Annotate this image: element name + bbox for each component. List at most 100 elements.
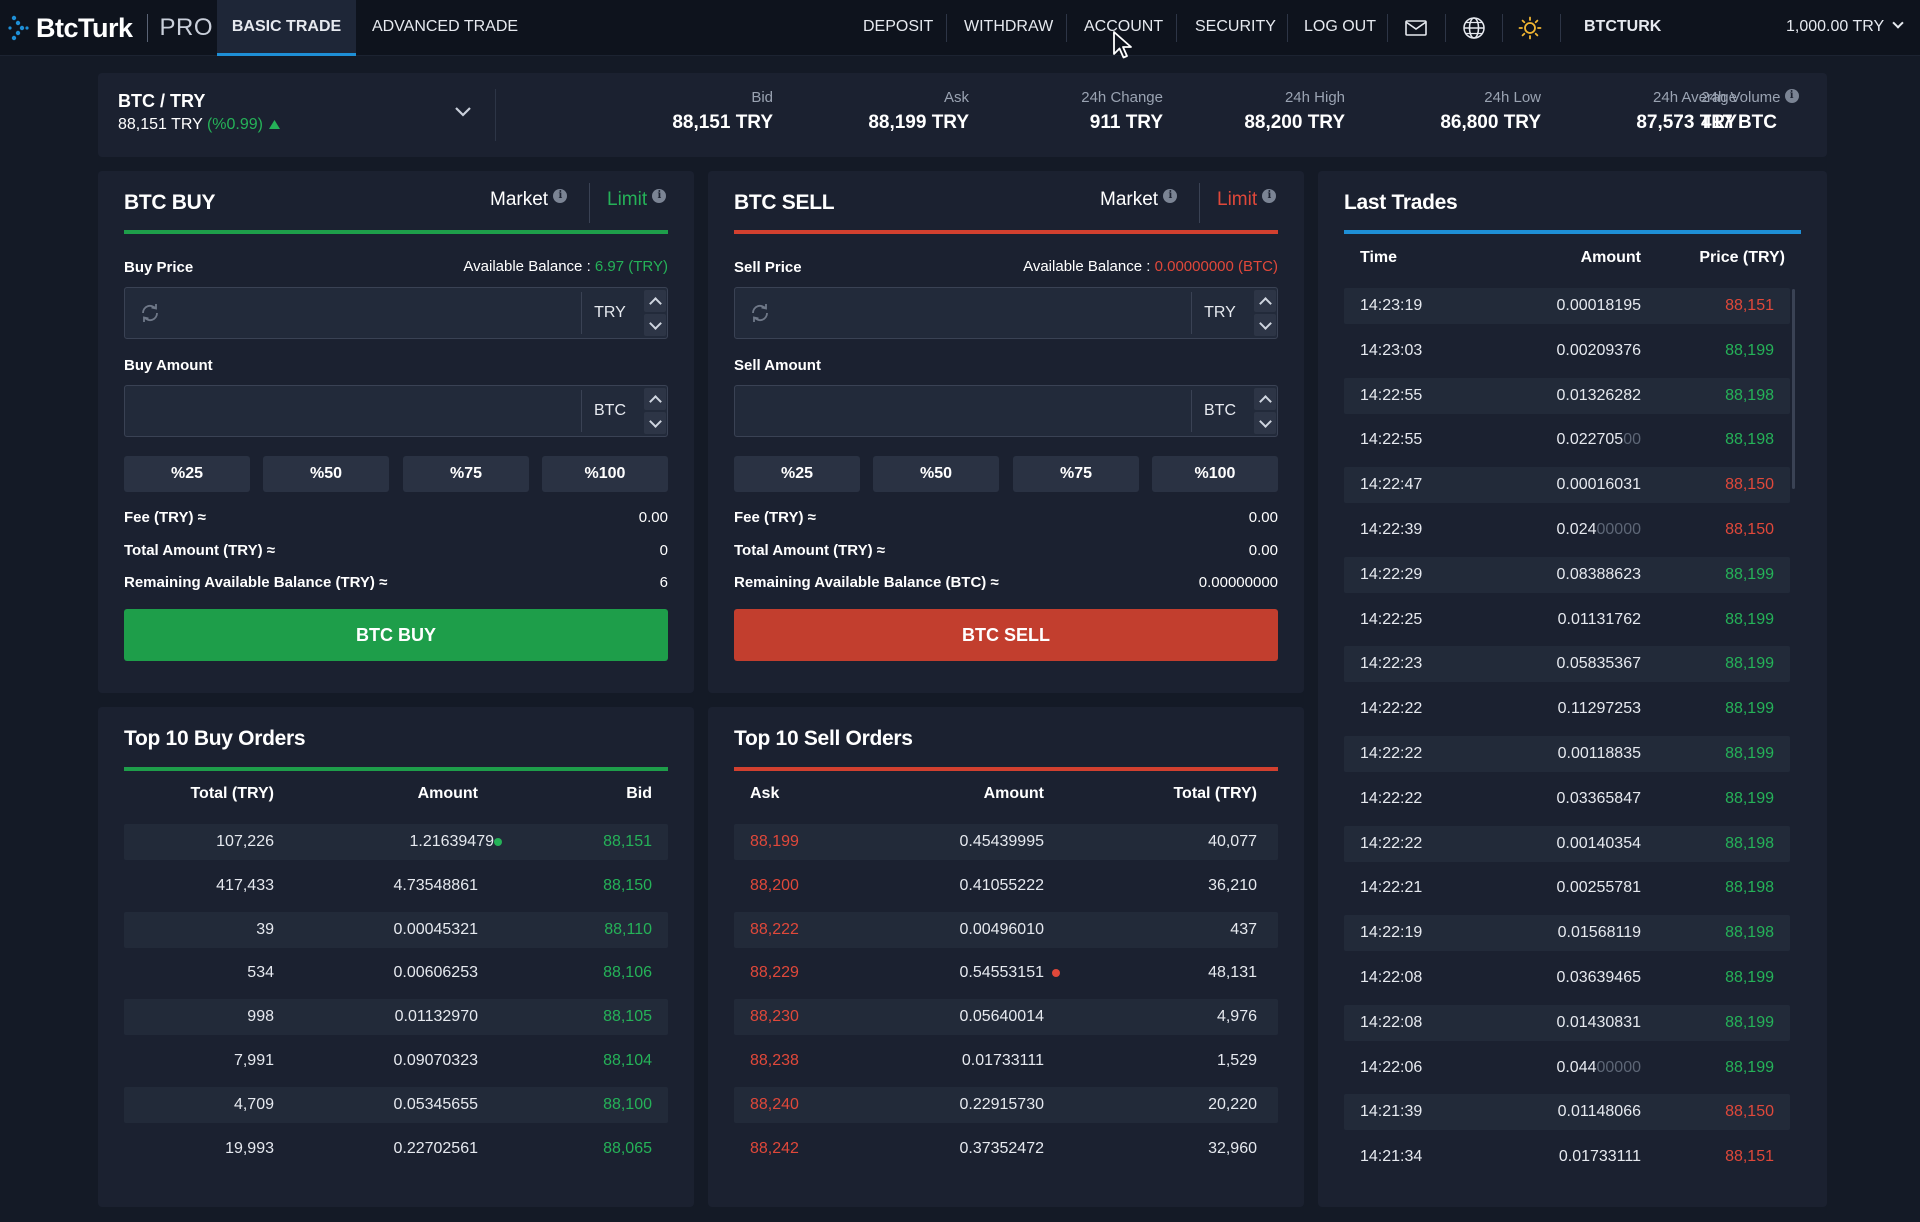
sell-pct-100-button[interactable]: %100: [1152, 456, 1278, 492]
table-row[interactable]: 14:22:22 0.00118835 88,199: [1344, 736, 1790, 772]
table-row[interactable]: 417,433 4.73548861 88,150: [124, 868, 668, 904]
table-row[interactable]: 14:22:47 0.00016031 88,150: [1344, 467, 1790, 504]
balance-dropdown[interactable]: 1,000.00 TRY: [1786, 0, 1904, 56]
table-row[interactable]: 14:22:55 0.01326282 88,198: [1344, 377, 1790, 414]
buy-market-tab[interactable]: Market i: [490, 189, 568, 211]
table-row[interactable]: 14:21:34 0.01733111 88,151: [1344, 1139, 1790, 1175]
table-row[interactable]: 14:22:21 0.00255781 88,198: [1344, 870, 1790, 906]
sell-pct-75-button[interactable]: %75: [1013, 456, 1139, 492]
table-row[interactable]: 7,991 0.09070323 88,104: [124, 1043, 668, 1079]
sell-market-tab[interactable]: Market i: [1100, 189, 1178, 211]
table-row[interactable]: 88,222 0.00496010 437: [734, 911, 1278, 948]
table-row[interactable]: 14:22:55 0.02270500 88,198: [1344, 422, 1790, 458]
last-trades-title: Last Trades: [1344, 191, 1458, 214]
sell-limit-tab[interactable]: Limit i: [1217, 189, 1277, 211]
buy-amount-stepper[interactable]: [644, 388, 666, 434]
chevron-down-icon[interactable]: [1254, 412, 1276, 434]
info-icon[interactable]: i: [1784, 89, 1799, 103]
table-row[interactable]: 88,242 0.37352472 32,960: [734, 1131, 1278, 1167]
chevron-up-icon[interactable]: [644, 388, 666, 410]
tab-advanced-trade[interactable]: ADVANCED TRADE: [371, 18, 519, 35]
info-icon[interactable]: i: [1262, 189, 1277, 203]
buy-amount-label: Buy Amount: [124, 357, 213, 374]
table-row[interactable]: 14:22:23 0.05835367 88,199: [1344, 646, 1790, 683]
sell-amount-stepper[interactable]: [1254, 388, 1276, 434]
stat-value: 86,800 TRY: [1440, 112, 1541, 133]
table-row[interactable]: 88,230 0.05640014 4,976: [734, 999, 1278, 1036]
btcturk-logo[interactable]: BtcTurk PRO: [8, 12, 213, 44]
sell-price-input[interactable]: TRY: [734, 287, 1278, 339]
table-row[interactable]: 88,240 0.22915730 20,220: [734, 1086, 1278, 1123]
table-row[interactable]: 14:22:08 0.03639465 88,199: [1344, 960, 1790, 996]
total-label: Total Amount (TRY) ≈: [734, 542, 885, 559]
trade-amount: 0.05835367: [1556, 646, 1641, 682]
buy-amount-input[interactable]: BTC: [124, 385, 668, 437]
refresh-icon[interactable]: [139, 302, 161, 324]
info-icon[interactable]: i: [652, 189, 667, 203]
table-row[interactable]: 107,226 1.21639479 88,151: [124, 824, 668, 860]
chevron-down-icon[interactable]: [644, 412, 666, 434]
chevron-up-icon[interactable]: [1254, 290, 1276, 312]
nav-logout-link[interactable]: LOG OUT: [1304, 18, 1377, 35]
info-icon[interactable]: i: [1163, 189, 1178, 203]
table-row[interactable]: 39 0.00045321 88,110: [124, 911, 668, 948]
info-icon[interactable]: i: [553, 189, 568, 203]
trade-amount-digits: 0.01733111: [1558, 1148, 1641, 1166]
chevron-down-icon[interactable]: [1254, 314, 1276, 336]
logo-divider: [146, 14, 148, 42]
nav-deposit-link[interactable]: DEPOSIT: [863, 18, 934, 35]
nav-security-link[interactable]: SECURITY: [1195, 18, 1276, 35]
table-row[interactable]: 88,200 0.41055222 36,210: [734, 868, 1278, 904]
table-row[interactable]: 88,199 0.45439995 40,077: [734, 824, 1278, 860]
pair-selector[interactable]: BTC / TRY: [118, 91, 206, 111]
sell-price-stepper[interactable]: [1254, 290, 1276, 336]
table-row[interactable]: 14:23:19 0.00018195 88,151: [1344, 288, 1790, 324]
trade-amount: 0.02400000: [1556, 512, 1641, 548]
tab-basic-trade[interactable]: BASIC TRADE: [217, 0, 356, 56]
globe-icon[interactable]: [1462, 16, 1486, 40]
buy-pct-25-button[interactable]: %25: [124, 456, 250, 492]
table-row[interactable]: 88,238 0.01733111 1,529: [734, 1043, 1278, 1079]
table-row[interactable]: 14:22:08 0.01430831 88,199: [1344, 1004, 1790, 1041]
table-row[interactable]: 14:22:22 0.11297253 88,199: [1344, 691, 1790, 727]
sell-pct-50-button[interactable]: %50: [873, 456, 999, 492]
refresh-icon[interactable]: [749, 302, 771, 324]
buy-pct-75-button[interactable]: %75: [403, 456, 529, 492]
table-row[interactable]: 88,229 0.54553151 48,131: [734, 955, 1278, 991]
user-menu[interactable]: BTCTURK: [1584, 18, 1662, 35]
buy-limit-tab[interactable]: Limit i: [607, 189, 667, 211]
btc-sell-button[interactable]: BTC SELL: [734, 609, 1278, 661]
buy-price-input[interactable]: TRY: [124, 287, 668, 339]
buy-price-stepper[interactable]: [644, 290, 666, 336]
table-row[interactable]: 534 0.00606253 88,106: [124, 955, 668, 991]
buy-pct-50-button[interactable]: %50: [263, 456, 389, 492]
trade-price: 88,150: [1725, 521, 1774, 538]
mail-icon[interactable]: [1404, 16, 1428, 40]
table-row[interactable]: 4,709 0.05345655 88,100: [124, 1086, 668, 1123]
table-row[interactable]: 14:22:39 0.02400000 88,150: [1344, 512, 1790, 548]
sun-icon[interactable]: [1518, 16, 1542, 40]
pair-dropdown-chevron-icon[interactable]: [454, 106, 472, 118]
trade-amount-digits: 0.00118835: [1557, 745, 1641, 762]
table-row[interactable]: 14:22:22 0.00140354 88,198: [1344, 825, 1790, 862]
table-row[interactable]: 14:21:39 0.01148066 88,150: [1344, 1094, 1790, 1131]
table-row[interactable]: 14:22:19 0.01568119 88,198: [1344, 915, 1790, 952]
buy-panel-title: BTC BUY: [124, 191, 216, 214]
table-row[interactable]: 14:23:03 0.00209376 88,199: [1344, 333, 1790, 369]
sell-pct-25-button[interactable]: %25: [734, 456, 860, 492]
sell-amount-input[interactable]: BTC: [734, 385, 1278, 437]
table-row[interactable]: 998 0.01132970 88,105: [124, 999, 668, 1036]
table-row[interactable]: 14:22:22 0.03365847 88,199: [1344, 781, 1790, 817]
table-row[interactable]: 19,993 0.22702561 88,065: [124, 1131, 668, 1167]
chevron-up-icon[interactable]: [644, 290, 666, 312]
buy-pct-100-button[interactable]: %100: [542, 456, 668, 492]
nav-account-link[interactable]: ACCOUNT: [1084, 18, 1164, 35]
trades-scrollbar[interactable]: [1792, 289, 1795, 489]
table-row[interactable]: 14:22:25 0.01131762 88,199: [1344, 602, 1790, 638]
chevron-up-icon[interactable]: [1254, 388, 1276, 410]
table-row[interactable]: 14:22:06 0.04400000 88,199: [1344, 1050, 1790, 1086]
chevron-down-icon[interactable]: [644, 314, 666, 336]
nav-withdraw-link[interactable]: WITHDRAW: [964, 18, 1054, 35]
btc-buy-button[interactable]: BTC BUY: [124, 609, 668, 661]
table-row[interactable]: 14:22:29 0.08388623 88,199: [1344, 556, 1790, 593]
